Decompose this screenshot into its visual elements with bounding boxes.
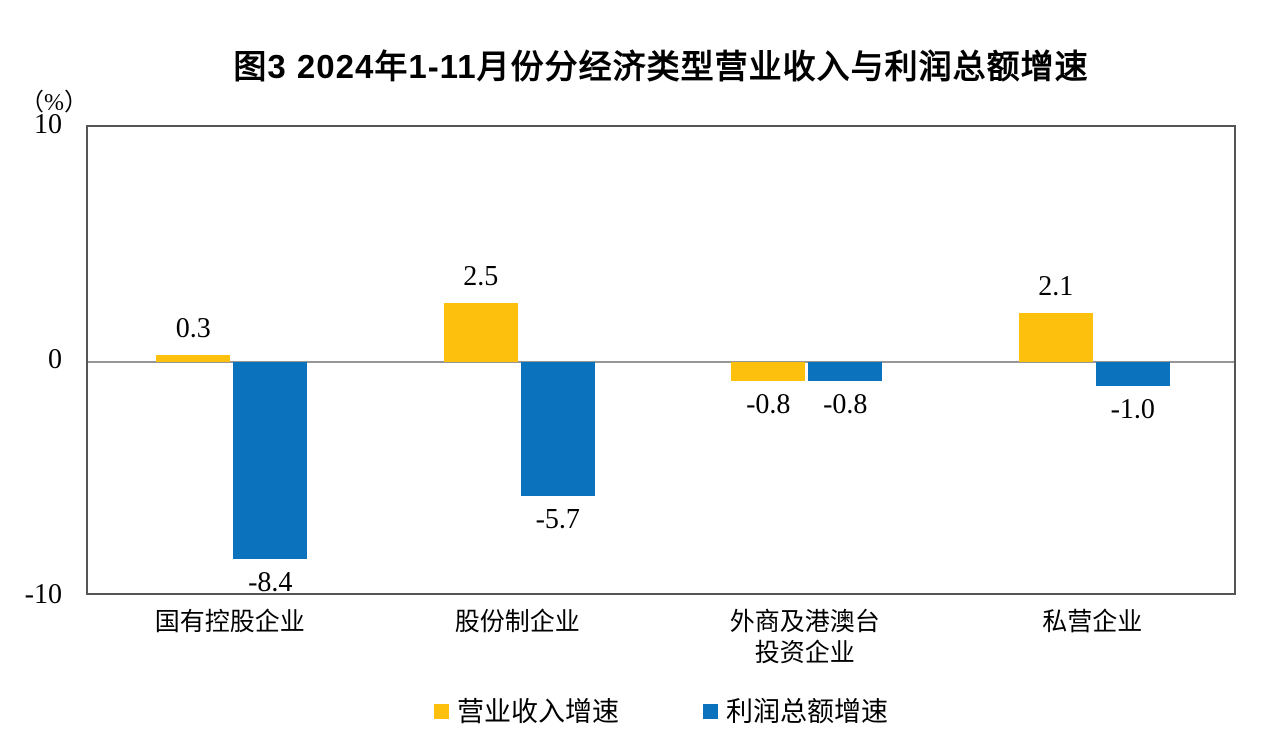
y-tick-label: 10 [34, 109, 62, 140]
zero-line [88, 361, 1234, 363]
bar-value-label: 2.1 [1038, 270, 1074, 302]
legend-swatch-icon [434, 704, 449, 719]
legend-item: 利润总额增速 [703, 690, 888, 729]
bar-revenue [731, 362, 806, 381]
y-tick-label: 0 [48, 344, 62, 375]
legend-label: 利润总额增速 [726, 697, 888, 727]
x-category-label: 外商及港澳台 投资企业 [729, 609, 880, 667]
legend: 营业收入增速 利润总额增速 [86, 690, 1236, 729]
bar-profit [520, 362, 595, 496]
bar-value-label: 0.3 [175, 312, 211, 344]
bar-value-label: 2.5 [463, 261, 499, 293]
x-category-label: 股份制企业 [454, 609, 580, 636]
plot-area: 0.3 -8.4 2.5 -5.7 -0.8 -0.8 2.1 -1.0 [86, 125, 1236, 599]
bar-value-label: -8.4 [248, 567, 293, 599]
bar-value-label: -0.8 [746, 388, 791, 420]
x-axis: 国有控股企业 股份制企业 外商及港澳台 投资企业 私营企业 [86, 607, 1236, 677]
bar-profit [808, 362, 883, 381]
x-category-label: 私营企业 [1042, 609, 1143, 636]
y-axis-unit-label: （%） [20, 90, 88, 116]
bar-value-label: -0.8 [823, 388, 868, 420]
bar-value-label: -5.7 [535, 503, 580, 535]
legend-item: 营业收入增速 [434, 690, 619, 729]
y-tick-label: -10 [24, 579, 62, 610]
bar-revenue [443, 303, 518, 362]
bar-profit [233, 362, 308, 560]
chart-title: 图3 2024年1-11月份分经济类型营业收入与利润总额增速 [233, 48, 1089, 85]
legend-swatch-icon [703, 704, 718, 719]
bar-value-label: -1.0 [1110, 393, 1155, 425]
bar-profit [1095, 362, 1170, 386]
x-category-label: 国有控股企业 [154, 609, 305, 636]
bar-revenue [156, 354, 231, 362]
bar-revenue [1018, 312, 1093, 362]
legend-label: 营业收入增速 [457, 697, 619, 727]
